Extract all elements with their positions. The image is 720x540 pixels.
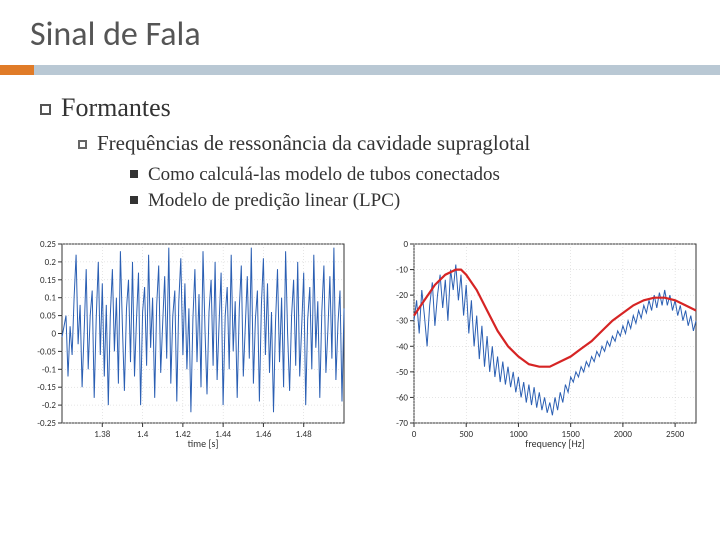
bullet-l3a-text: Como calculá-las modelo de tubos conecta…	[148, 164, 500, 185]
accent-bar	[0, 65, 720, 75]
bullet-l2: Frequências de ressonância da cavidade s…	[78, 131, 690, 156]
svg-text:-0.05: -0.05	[37, 346, 56, 357]
svg-text:-0.1: -0.1	[42, 364, 57, 375]
bullet-l1: Formantes	[40, 93, 690, 123]
svg-text:2500: 2500	[666, 429, 685, 440]
svg-text:0: 0	[412, 429, 417, 440]
svg-text:0: 0	[51, 329, 56, 340]
svg-text:-70: -70	[396, 418, 408, 429]
svg-text:1.48: 1.48	[296, 429, 312, 440]
svg-text:0.15: 0.15	[40, 275, 56, 286]
svg-text:0: 0	[403, 239, 408, 250]
square-bullet-icon	[78, 140, 87, 149]
bullet-l2-text: Frequências de ressonância da cavidade s…	[97, 131, 530, 155]
filled-square-bullet-icon	[130, 196, 138, 204]
svg-text:-30: -30	[396, 316, 408, 327]
svg-text:-0.2: -0.2	[42, 400, 57, 411]
svg-text:-10: -10	[396, 265, 408, 276]
page-title: Sinal de Fala	[30, 14, 690, 55]
filled-square-bullet-icon	[130, 170, 138, 178]
svg-text:0.1: 0.1	[45, 293, 57, 304]
svg-text:-50: -50	[396, 367, 408, 378]
content-area: Formantes Frequências de ressonância da …	[0, 75, 720, 226]
svg-text:2000: 2000	[614, 429, 633, 440]
svg-text:-60: -60	[396, 392, 408, 403]
waveform-chart: -0.25 -0.2 -0.15 -0.1 -0.05 0 0.05 0.1 0.15 0.2 0.…	[22, 236, 346, 451]
svg-text:time [s]: time [s]	[188, 437, 219, 450]
svg-text:0.05: 0.05	[40, 311, 56, 322]
bullet-l3a: Como calculá-las modelo de tubos conecta…	[130, 164, 690, 186]
svg-text:1.4: 1.4	[137, 429, 149, 440]
svg-text:-0.25: -0.25	[37, 418, 56, 429]
bullet-l3b: Modelo de predição linear (LPC)	[130, 190, 690, 212]
svg-text:-40: -40	[396, 341, 408, 352]
square-bullet-icon	[40, 104, 51, 115]
svg-text:0.25: 0.25	[40, 239, 56, 250]
bullet-l1-text: Formantes	[61, 93, 171, 122]
svg-text:0.2: 0.2	[45, 257, 57, 268]
svg-text:frequency [Hz]: frequency [Hz]	[525, 437, 584, 450]
spectrum-chart: -70-60-50-40-30-20-100050010001500200025…	[374, 236, 698, 451]
svg-text:-0.15: -0.15	[37, 382, 56, 393]
svg-text:500: 500	[459, 429, 473, 440]
svg-text:1.38: 1.38	[94, 429, 110, 440]
bullet-l3b-text: Modelo de predição linear (LPC)	[148, 190, 400, 211]
svg-text:1.46: 1.46	[255, 429, 271, 440]
svg-text:-20: -20	[396, 290, 408, 301]
